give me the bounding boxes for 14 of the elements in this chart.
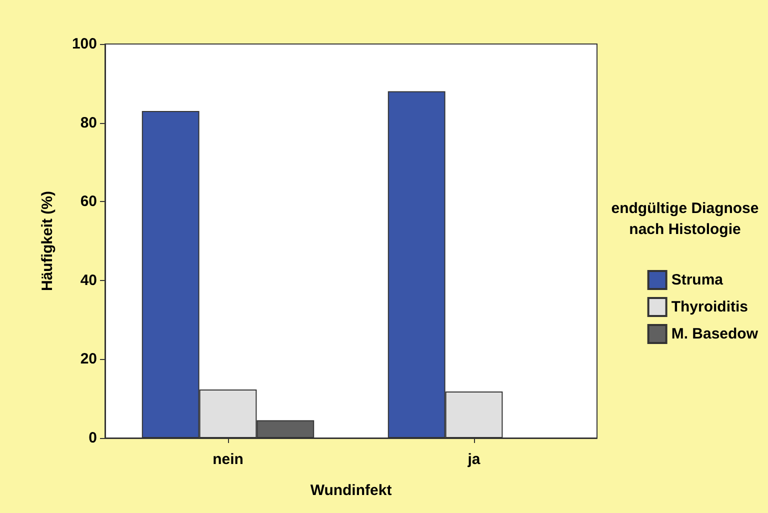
legend-label: Thyroiditis bbox=[671, 298, 748, 316]
legend-title: endgültige Diagnose nach Histologie bbox=[610, 199, 760, 240]
y-tick-label: 60 bbox=[80, 193, 97, 210]
x-tick-label: nein bbox=[212, 451, 244, 468]
y-tick-label: 20 bbox=[80, 350, 97, 368]
legend-label: Struma bbox=[671, 272, 724, 288]
y-tick-label: 80 bbox=[80, 114, 97, 132]
y-axis-title: Häufigkeit (%) bbox=[39, 190, 56, 292]
y-tick-label: 40 bbox=[80, 272, 97, 289]
y-tick-label: 0 bbox=[88, 430, 97, 446]
y-tick-label: 100 bbox=[72, 36, 97, 52]
legend-label: M. Basedow bbox=[671, 326, 758, 342]
x-tick-label: ja bbox=[466, 451, 481, 468]
x-axis-title: Wundinfekt bbox=[310, 482, 392, 499]
